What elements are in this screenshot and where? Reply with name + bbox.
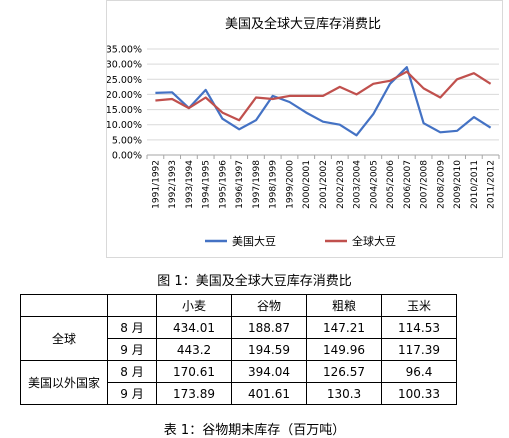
table-row: 9 月 173.89 401.61 130.3 100.33 — [21, 382, 457, 405]
stock-table: 小麦 谷物 粗粮 玉米 全球 8 月 434.01 188.87 147.21 … — [20, 294, 457, 405]
value-cell: 126.57 — [306, 360, 382, 383]
value-cell: 394.04 — [231, 360, 307, 383]
header-wheat: 小麦 — [156, 294, 232, 317]
x-tick-label: 2011/2012 — [487, 160, 497, 209]
y-tick-label: 0.00% — [112, 151, 142, 162]
group-label: 美国以外国家 — [20, 360, 108, 405]
month-cell: 9 月 — [107, 338, 157, 361]
value-cell: 443.2 — [156, 338, 232, 361]
month-cell: 9 月 — [107, 382, 157, 405]
value-cell: 401.61 — [231, 382, 307, 405]
value-cell: 188.87 — [231, 316, 307, 339]
value-cell: 114.53 — [381, 316, 457, 339]
y-tick-label: 5.00% — [112, 135, 142, 146]
figure-caption: 图 1：美国及全球大豆库存消费比 — [157, 274, 352, 289]
x-tick-label: 2004/2005 — [369, 160, 379, 209]
header-corn: 玉米 — [381, 294, 457, 317]
y-tick-label: 30.00% — [107, 60, 142, 71]
value-cell: 117.39 — [381, 338, 457, 361]
series-line-us — [155, 66, 492, 137]
table-header-row: 小麦 谷物 粗粮 玉米 — [20, 294, 457, 317]
value-cell: 130.3 — [306, 382, 382, 405]
x-tick-label: 2008/2009 — [436, 160, 446, 209]
line-chart: 美国及全球大豆库存消费比 35.00% 30.00% 25.00% 20.00% 15.0… — [107, 16, 500, 248]
table-caption: 表 1：谷物期末库存（百万吨） — [163, 423, 346, 438]
x-tick-label: 2010/2011 — [470, 160, 480, 209]
y-tick-label: 35.00% — [107, 45, 142, 56]
x-tick-label: 2002/2003 — [336, 160, 346, 209]
header-grains: 谷物 — [231, 294, 307, 317]
x-tick-label: 2001/2002 — [319, 160, 329, 209]
group-label: 全球 — [20, 316, 108, 361]
x-tick-label: 1991/1992 — [151, 160, 161, 209]
table-row: 美国以外国家 8 月 170.61 394.04 126.57 96.4 — [20, 360, 457, 405]
x-tick-label: 1999/2000 — [285, 160, 295, 209]
value-cell: 194.59 — [231, 338, 307, 361]
x-tick-label: 2006/2007 — [403, 160, 413, 209]
value-cell: 434.01 — [156, 316, 232, 339]
value-cell: 149.96 — [306, 338, 382, 361]
x-tick-label: 1995/1996 — [218, 160, 228, 209]
header-cell — [107, 294, 157, 317]
x-tick-label: 1992/1993 — [168, 160, 178, 209]
header-coarse-grains: 粗粮 — [306, 294, 382, 317]
y-tick-label: 20.00% — [107, 90, 142, 101]
value-cell: 170.61 — [156, 360, 232, 383]
x-tick-label: 2003/2004 — [353, 160, 363, 209]
value-cell: 147.21 — [306, 316, 382, 339]
y-tick-label: 25.00% — [107, 75, 142, 86]
chart-title: 美国及全球大豆库存消费比 — [225, 16, 381, 32]
value-cell: 173.89 — [156, 382, 232, 405]
chart-frame: 美国及全球大豆库存消费比 35.00% 30.00% 25.00% 20.00% 15.0… — [106, 0, 503, 258]
table-row: 9 月 443.2 194.59 149.96 117.39 — [21, 338, 457, 361]
x-tick-label: 1994/1995 — [202, 160, 212, 209]
value-cell: 96.4 — [381, 360, 457, 383]
table-row: 全球 8 月 434.01 188.87 147.21 114.53 — [20, 316, 457, 361]
legend-label: 美国大豆 — [232, 234, 276, 248]
y-tick-label: 10.00% — [107, 120, 142, 131]
x-tick-label: 1996/1997 — [235, 160, 245, 209]
x-tick-label: 1993/1994 — [185, 160, 195, 209]
series-line-world — [155, 70, 492, 122]
x-tick-label: 2000/2001 — [302, 160, 312, 209]
value-cell: 100.33 — [381, 382, 457, 405]
x-tick-label: 1998/1999 — [269, 160, 279, 209]
header-cell — [20, 294, 108, 317]
x-tick-label: 2009/2010 — [453, 160, 463, 209]
x-tick-label: 2007/2008 — [420, 160, 430, 209]
stock-table-wrap: 小麦 谷物 粗粮 玉米 全球 8 月 434.01 188.87 147.21 … — [20, 294, 457, 405]
y-tick-label: 15.00% — [107, 105, 142, 116]
x-tick-label: 2005/2006 — [386, 160, 396, 209]
x-tick-label: 1997/1998 — [252, 160, 262, 209]
legend-label: 全球大豆 — [352, 234, 396, 248]
month-cell: 8 月 — [107, 316, 157, 339]
month-cell: 8 月 — [107, 360, 157, 383]
